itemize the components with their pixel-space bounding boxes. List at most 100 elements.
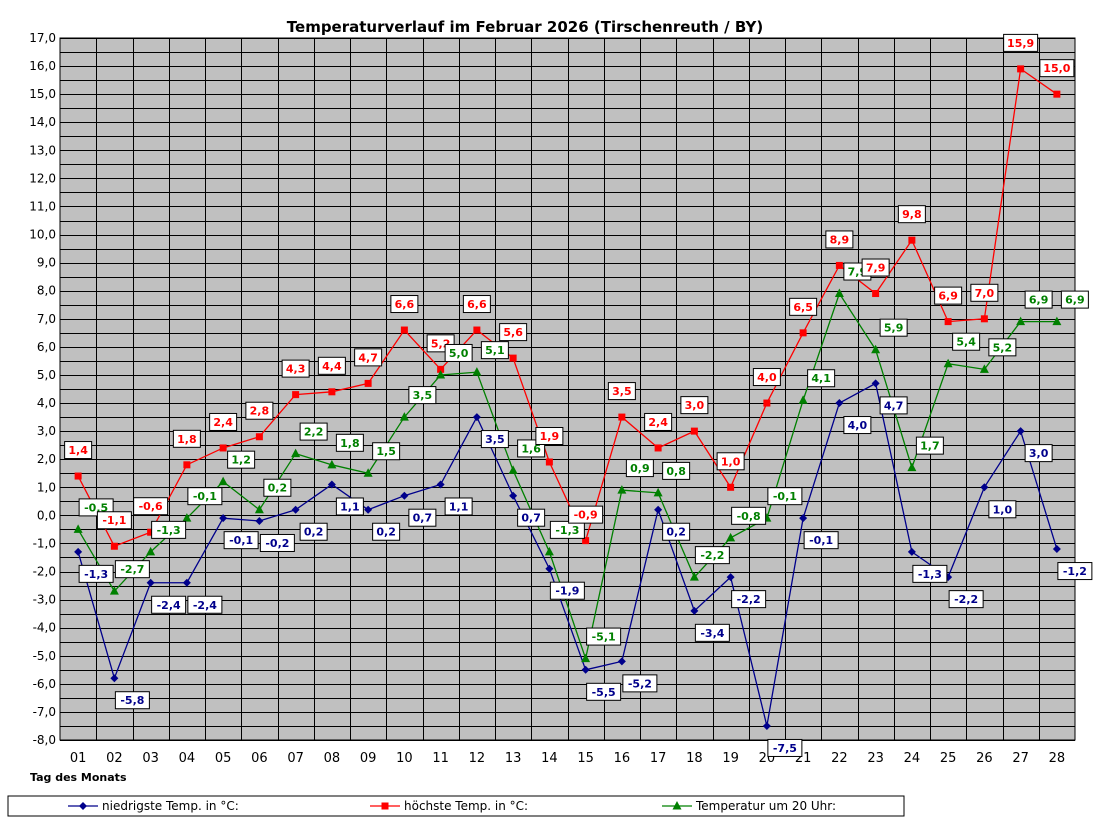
data-label-min: -0,1 — [223, 531, 259, 550]
data-label-evening: -0,5 — [78, 498, 114, 517]
y-tick-label: 3,0 — [37, 424, 56, 438]
x-tick-label: 12 — [469, 751, 486, 766]
data-label-evening: 0,8 — [662, 461, 691, 480]
data-label-min: 4,7 — [879, 396, 908, 415]
data-point-evening — [109, 586, 119, 595]
svg-text:0,8: 0,8 — [666, 465, 686, 478]
svg-text:1,6: 1,6 — [521, 442, 541, 455]
y-tick-label: 12,0 — [29, 171, 56, 185]
svg-text:4,3: 4,3 — [286, 363, 306, 376]
y-tick-label: 8,0 — [37, 284, 56, 298]
x-tick-label: 26 — [976, 751, 993, 766]
svg-text:-1,1: -1,1 — [102, 514, 126, 527]
data-label-max: 4,3 — [281, 359, 310, 378]
svg-text:-1,3: -1,3 — [84, 568, 108, 581]
legend-label: Temperatur um 20 Uhr: — [695, 799, 836, 813]
data-label-max: 3,5 — [607, 382, 636, 401]
svg-text:-2,7: -2,7 — [120, 563, 144, 576]
data-label-max: 4,7 — [354, 348, 383, 367]
data-label-max: 15,0 — [1039, 59, 1075, 78]
data-point-evening — [436, 369, 446, 379]
data-point-max — [1017, 65, 1025, 73]
svg-text:-7,5: -7,5 — [773, 742, 797, 755]
svg-text:4,1: 4,1 — [811, 372, 831, 385]
svg-text:7,9: 7,9 — [866, 262, 886, 275]
svg-text:-0,9: -0,9 — [574, 509, 598, 522]
data-label-max: 8,9 — [825, 230, 854, 249]
data-point-min — [110, 674, 119, 683]
data-point-evening — [73, 524, 83, 533]
data-point-max — [74, 472, 82, 480]
data-label-min: 0,7 — [408, 508, 437, 527]
data-label-min: 0,2 — [372, 522, 401, 541]
data-label-evening: 5,1 — [480, 341, 509, 360]
data-point-evening — [291, 448, 301, 458]
svg-text:1,8: 1,8 — [340, 437, 360, 450]
svg-text:0,2: 0,2 — [376, 526, 396, 539]
svg-text:6,9: 6,9 — [1065, 294, 1085, 307]
y-tick-label: 16,0 — [29, 59, 56, 73]
svg-text:-5,2: -5,2 — [628, 677, 652, 690]
data-label-min: -7,5 — [767, 738, 803, 757]
x-tick-label: 09 — [360, 751, 377, 766]
data-point-max — [292, 391, 300, 399]
data-point-evening — [1052, 316, 1062, 326]
x-tick-label: 27 — [1012, 751, 1029, 766]
svg-text:-1,9: -1,9 — [555, 585, 579, 598]
svg-text:-5,1: -5,1 — [592, 631, 616, 644]
legend-marker-evening — [672, 801, 682, 810]
data-label-evening: 1,7 — [915, 436, 944, 455]
legend-item-evening: Temperatur um 20 Uhr: — [662, 799, 836, 813]
data-label-min: -1,9 — [549, 581, 585, 600]
data-label-max: 6,6 — [462, 295, 491, 314]
data-label-max: -1,1 — [96, 511, 132, 530]
x-tick-label: 16 — [614, 751, 631, 766]
data-point-min — [509, 491, 518, 500]
svg-text:-0,1: -0,1 — [193, 490, 217, 503]
svg-text:-2,2: -2,2 — [700, 549, 724, 562]
data-point-evening — [943, 358, 953, 368]
data-label-evening: -2,2 — [694, 546, 730, 565]
legend: niedrigste Temp. in °C: höchste Temp. in … — [7, 795, 905, 817]
data-point-max — [509, 354, 517, 362]
data-label-min: -5,2 — [622, 674, 658, 693]
data-label-max: 3,0 — [680, 396, 709, 415]
svg-text:0,2: 0,2 — [666, 526, 686, 539]
svg-text:6,6: 6,6 — [467, 298, 487, 311]
data-label-min: 0,2 — [662, 522, 691, 541]
svg-text:-0,2: -0,2 — [265, 537, 289, 550]
legend-item-min: niedrigste Temp. in °C: — [68, 799, 239, 813]
data-point-max — [219, 444, 227, 452]
legend-label: höchste Temp. in °C: — [404, 799, 528, 813]
data-point-min — [690, 606, 699, 615]
svg-text:0,7: 0,7 — [413, 512, 433, 525]
svg-text:-0,6: -0,6 — [139, 500, 163, 513]
svg-text:4,4: 4,4 — [322, 360, 342, 373]
data-point-evening — [871, 344, 881, 354]
data-point-max — [545, 458, 553, 466]
x-tick-label: 01 — [70, 751, 87, 766]
data-point-evening — [834, 288, 844, 298]
svg-text:0,7: 0,7 — [521, 512, 541, 525]
data-label-max: 5,6 — [499, 323, 528, 342]
x-tick-label: 08 — [324, 751, 341, 766]
svg-text:1,0: 1,0 — [721, 455, 741, 468]
data-label-evening: 5,0 — [444, 343, 473, 362]
svg-text:-2,4: -2,4 — [157, 599, 181, 612]
data-label-evening: -0,1 — [767, 487, 803, 506]
svg-text:0,9: 0,9 — [630, 462, 650, 475]
svg-text:7,0: 7,0 — [975, 287, 995, 300]
y-tick-label: 14,0 — [29, 115, 56, 129]
svg-text:5,1: 5,1 — [485, 344, 505, 357]
y-tick-label: -3,0 — [33, 593, 56, 607]
data-label-min: -1,2 — [1057, 562, 1093, 581]
y-tick-label: -1,0 — [33, 536, 56, 550]
data-point-min — [545, 564, 554, 573]
data-point-min — [219, 514, 228, 523]
x-tick-label: 10 — [396, 751, 413, 766]
data-point-min — [617, 657, 626, 666]
data-label-max: 4,4 — [317, 356, 346, 375]
data-label-max: 1,4 — [64, 441, 93, 460]
svg-text:3,5: 3,5 — [413, 389, 433, 402]
y-axis: -8,0 -7,0 -6,0 -5,0 -4,0 -3,0 -2,0 -1,0 0,0 1,0 2,… — [29, 31, 56, 747]
